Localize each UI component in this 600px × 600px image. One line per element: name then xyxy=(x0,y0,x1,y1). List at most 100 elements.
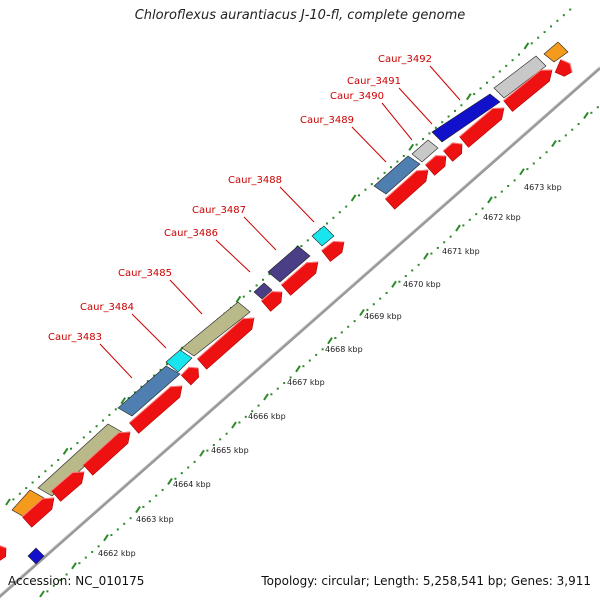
leader-line xyxy=(243,216,277,251)
gene-label-caur-3487: Caur_3487 xyxy=(192,205,246,216)
minor-tick xyxy=(345,205,348,208)
minor-tick xyxy=(590,111,593,114)
scale-label: 4670 kbp xyxy=(403,280,441,289)
major-tick xyxy=(455,224,461,232)
minor-tick xyxy=(129,517,132,520)
scale-label: 4663 kbp xyxy=(136,515,174,524)
major-tick xyxy=(359,308,365,317)
minor-tick xyxy=(498,70,501,73)
minor-tick xyxy=(289,376,292,379)
minor-tick xyxy=(428,132,431,135)
major-tick xyxy=(5,498,11,506)
minor-tick xyxy=(468,218,471,221)
feature-gray xyxy=(411,139,439,163)
feature-gray xyxy=(493,55,547,99)
feature-tracks xyxy=(0,41,573,565)
minor-tick xyxy=(411,269,414,272)
feature-orange xyxy=(11,489,45,519)
major-tick xyxy=(235,295,242,303)
feature-cyan-small xyxy=(311,225,335,247)
major-tick xyxy=(551,140,557,148)
minor-tick xyxy=(532,162,535,165)
minor-tick xyxy=(505,64,508,67)
gene-label-caur-3489: Caur_3489 xyxy=(300,115,354,126)
minor-tick xyxy=(460,104,463,107)
minor-tick xyxy=(187,466,190,469)
minor-tick xyxy=(441,121,444,124)
minor-tick xyxy=(142,505,145,508)
minor-tick xyxy=(95,425,98,428)
feature-olive xyxy=(37,423,123,497)
label-leaders xyxy=(99,65,461,379)
minor-tick xyxy=(127,397,130,400)
minor-tick xyxy=(52,584,55,587)
minor-tick xyxy=(25,487,28,490)
gene-labels: Caur_3483 Caur_3484 Caur_3485 Caur_3486 Caur… xyxy=(48,54,432,343)
minor-tick xyxy=(543,31,546,34)
minor-tick xyxy=(12,498,15,501)
scale-label: 4671 kbp xyxy=(442,247,480,256)
minor-tick xyxy=(396,160,399,163)
major-tick xyxy=(231,421,237,429)
cds-arrow xyxy=(321,241,345,262)
minor-tick xyxy=(108,413,111,416)
feature-purple-small xyxy=(253,282,273,300)
minor-tick xyxy=(102,419,104,422)
minor-tick xyxy=(385,291,388,294)
minor-tick xyxy=(18,492,21,495)
feature-olive xyxy=(181,301,251,357)
minor-tick xyxy=(225,432,228,435)
major-tick xyxy=(408,143,415,151)
feature-steelblue xyxy=(117,365,181,417)
minor-tick xyxy=(321,348,324,351)
major-tick xyxy=(135,505,141,514)
minor-tick xyxy=(571,128,574,131)
major-tick xyxy=(487,196,493,204)
minor-tick xyxy=(545,151,548,154)
leader-line xyxy=(169,279,203,315)
minor-tick xyxy=(402,154,405,157)
gene-label-caur-3491: Caur_3491 xyxy=(347,76,401,87)
feature-purple xyxy=(267,245,311,283)
minor-tick xyxy=(447,115,450,118)
cds-arrow xyxy=(180,366,200,386)
minor-tick xyxy=(494,196,497,199)
minor-tick xyxy=(206,449,209,452)
minor-tick xyxy=(31,481,34,484)
major-tick xyxy=(39,590,45,598)
gene-label-caur-3488: Caur_3488 xyxy=(228,175,282,186)
leader-line xyxy=(351,126,387,163)
minor-tick xyxy=(537,36,540,39)
scale-label: 4662 kbp xyxy=(98,549,136,558)
minor-tick xyxy=(539,156,542,159)
major-tick xyxy=(120,397,127,405)
minor-tick xyxy=(492,76,495,79)
cds-arrow xyxy=(0,545,7,561)
major-tick xyxy=(583,111,589,120)
feature-cyan xyxy=(165,349,193,373)
minor-tick xyxy=(212,443,215,446)
minor-tick xyxy=(257,404,260,407)
minor-tick xyxy=(84,556,87,559)
minor-tick xyxy=(475,213,478,216)
scale-label: 4666 kbp xyxy=(248,412,286,421)
minor-tick xyxy=(481,207,484,210)
minor-tick xyxy=(315,353,318,356)
major-tick xyxy=(167,477,173,485)
feature-orange-small xyxy=(543,41,569,63)
minor-tick xyxy=(306,239,309,242)
minor-tick xyxy=(326,222,328,225)
minor-tick xyxy=(562,14,565,17)
gene-label-caur-3483: Caur_3483 xyxy=(48,332,102,343)
minor-tick xyxy=(300,245,303,248)
leader-line xyxy=(99,343,133,379)
gene-label-caur-3485: Caur_3485 xyxy=(118,268,172,279)
minor-tick xyxy=(449,235,452,238)
leader-line xyxy=(279,186,315,223)
minor-tick xyxy=(366,308,369,311)
gene-label-caur-3492: Caur_3492 xyxy=(378,54,432,65)
inner-tick-track xyxy=(39,106,599,598)
scale-label: 4668 kbp xyxy=(325,345,363,354)
minor-tick xyxy=(513,179,516,182)
